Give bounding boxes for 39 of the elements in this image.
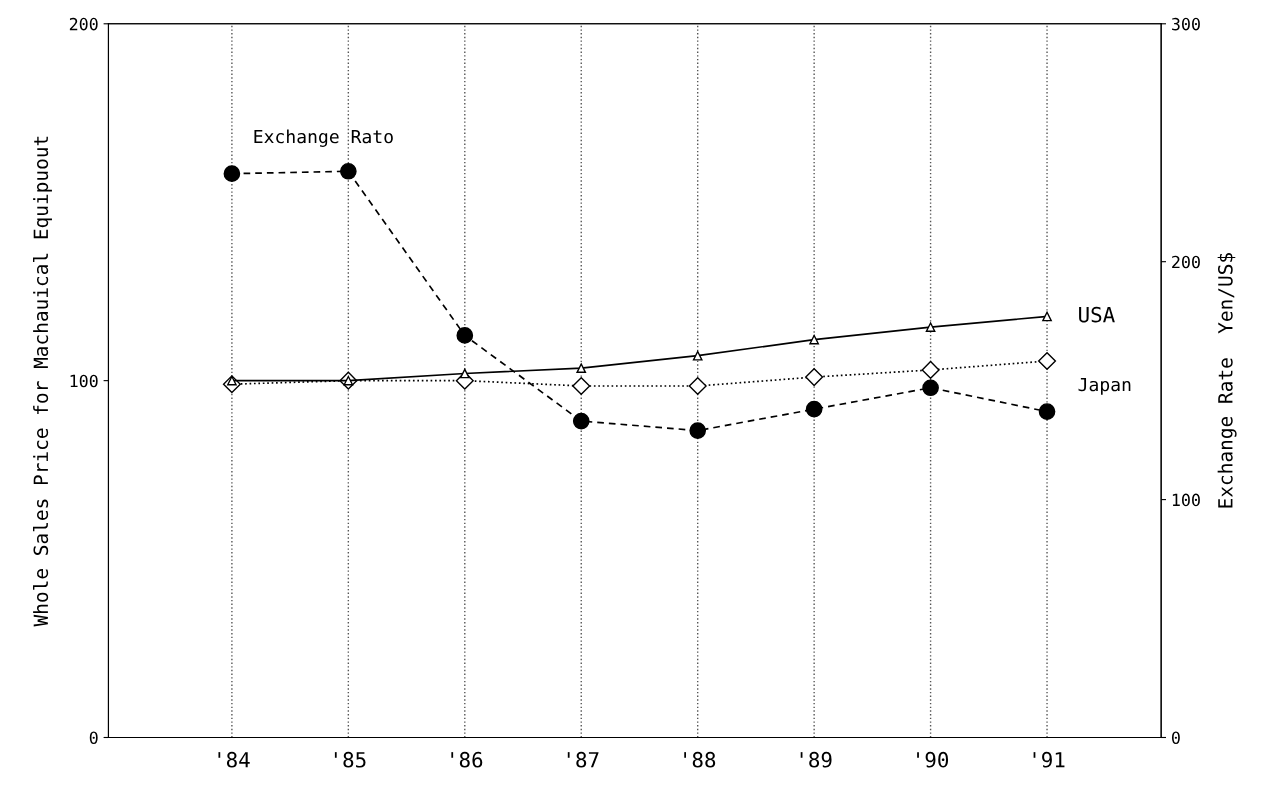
y2-axis-title: Exchange Rate Yen/US$ bbox=[1217, 252, 1237, 508]
series-label: Japan bbox=[1078, 377, 1131, 395]
point bbox=[688, 376, 707, 396]
point bbox=[805, 368, 824, 387]
point bbox=[340, 162, 357, 180]
point bbox=[692, 350, 703, 361]
y-tick-label: 200 bbox=[69, 17, 98, 31]
y2-tick-label: 300 bbox=[1172, 17, 1200, 31]
point bbox=[925, 322, 936, 332]
x-tick-label: '85 bbox=[334, 751, 366, 768]
point bbox=[1037, 351, 1057, 371]
point bbox=[223, 165, 241, 183]
point bbox=[576, 363, 587, 374]
point bbox=[689, 422, 707, 439]
point bbox=[572, 412, 590, 430]
x-tick-label: '91 bbox=[1033, 751, 1065, 768]
x-tick-label: '90 bbox=[917, 751, 949, 768]
x-tick-label: '89 bbox=[800, 751, 832, 768]
y-tick-label: 100 bbox=[70, 374, 98, 388]
point bbox=[456, 327, 474, 344]
series-label: USA bbox=[1079, 306, 1115, 323]
y2-tick-label: 100 bbox=[1172, 493, 1200, 507]
point bbox=[1038, 403, 1056, 420]
point bbox=[805, 400, 823, 418]
point bbox=[922, 379, 939, 397]
x-tick-label: '87 bbox=[567, 751, 599, 768]
y2-tick-label: 200 bbox=[1172, 255, 1200, 269]
x-tick-label: '86 bbox=[451, 751, 483, 768]
x-tick-label: '88 bbox=[684, 751, 716, 768]
y-axis-title: Whole Sales Price for Machauical Equipuout bbox=[33, 136, 52, 627]
point bbox=[809, 334, 820, 345]
point bbox=[459, 368, 470, 379]
point bbox=[921, 360, 940, 379]
x-tick-label: '84 bbox=[218, 751, 250, 768]
point bbox=[572, 376, 591, 396]
series-label: Exchange Rato bbox=[254, 129, 393, 147]
y-tick-label: 0 bbox=[89, 731, 98, 745]
point bbox=[1042, 311, 1052, 322]
y2-tick-label: 0 bbox=[1171, 731, 1180, 745]
